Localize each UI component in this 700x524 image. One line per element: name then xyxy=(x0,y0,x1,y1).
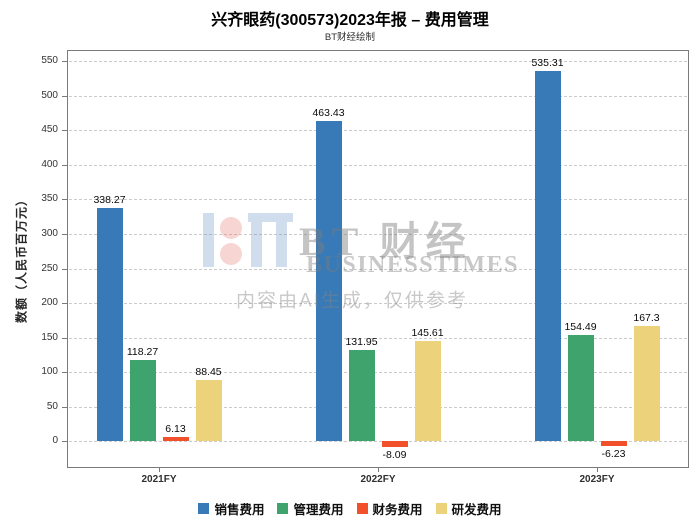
legend-item-管理费用: 管理费用 xyxy=(277,499,344,518)
plot-area xyxy=(67,50,689,468)
gridline-550 xyxy=(69,61,687,63)
y-tick-mark-300 xyxy=(62,233,67,235)
bar-value-管理费用-2021FY: 118.27 xyxy=(126,345,159,358)
x-tick-label-2021FY: 2021FY xyxy=(141,474,177,485)
bar-value-销售费用-2021FY: 338.27 xyxy=(93,193,126,206)
x-tick-mark-2021FY xyxy=(159,468,160,472)
y-tick-mark-150 xyxy=(62,337,67,339)
gridline-150 xyxy=(69,337,687,339)
y-tick-label-100: 100 xyxy=(41,366,58,378)
gridline-500 xyxy=(69,95,687,97)
x-tick-mark-2023FY xyxy=(597,468,598,472)
y-tick-mark-0 xyxy=(62,441,67,443)
y-tick-label-550: 550 xyxy=(41,55,58,67)
y-tick-label-450: 450 xyxy=(41,124,58,136)
y-tick-mark-350 xyxy=(62,199,67,201)
bar-value-财务费用-2023FY: -6.23 xyxy=(601,447,626,460)
y-tick-label-500: 500 xyxy=(41,89,58,101)
chart-title: 兴齐眼药(300573)2023年报 – 费用管理 xyxy=(211,12,489,29)
bar-财务费用-2023FY xyxy=(600,441,627,446)
x-tick-label-2023FY: 2023FY xyxy=(579,474,615,485)
y-tick-label-350: 350 xyxy=(41,193,58,205)
y-tick-mark-500 xyxy=(62,95,67,97)
bar-管理费用-2021FY xyxy=(129,359,156,442)
legend-item-销售费用: 销售费用 xyxy=(198,499,264,518)
legend-item-财务费用: 财务费用 xyxy=(356,499,423,518)
legend-item-研发费用: 研发费用 xyxy=(435,499,502,518)
chart-subtitle: BT财经绘制 xyxy=(324,32,376,43)
y-tick-mark-100 xyxy=(62,372,67,374)
bar-研发费用-2023FY xyxy=(633,325,660,442)
gridline-50 xyxy=(69,406,687,408)
bar-销售费用-2022FY xyxy=(315,120,342,442)
bar-研发费用-2022FY xyxy=(414,340,441,442)
bar-value-销售费用-2023FY: 535.31 xyxy=(531,57,564,70)
legend-swatch-icon xyxy=(435,503,447,514)
y-tick-label-400: 400 xyxy=(41,158,58,170)
x-tick-mark-2022FY xyxy=(378,468,379,472)
gridline-300 xyxy=(69,233,687,235)
y-tick-mark-50 xyxy=(62,406,67,408)
x-tick-label-2022FY: 2022FY xyxy=(360,474,396,485)
y-tick-label-300: 300 xyxy=(41,227,58,239)
bar-value-管理费用-2023FY: 154.49 xyxy=(564,320,597,333)
bar-管理费用-2022FY xyxy=(348,350,375,442)
gridline-350 xyxy=(69,199,687,201)
bar-value-销售费用-2022FY: 463.43 xyxy=(312,106,345,119)
bar-财务费用-2022FY xyxy=(381,441,408,447)
bar-销售费用-2023FY xyxy=(534,71,561,442)
bar-value-研发费用-2023FY: 167.3 xyxy=(633,311,660,324)
bar-value-财务费用-2022FY: -8.09 xyxy=(382,449,407,461)
y-tick-label-250: 250 xyxy=(41,262,58,274)
y-tick-label-50: 50 xyxy=(46,400,58,412)
legend-swatch-icon xyxy=(277,503,289,514)
bar-value-财务费用-2021FY: 6.13 xyxy=(165,423,186,436)
bar-value-研发费用-2022FY: 145.61 xyxy=(411,326,444,339)
y-tick-mark-250 xyxy=(62,268,67,270)
gridline-100 xyxy=(69,372,687,374)
bar-value-管理费用-2022FY: 131.95 xyxy=(345,336,378,349)
y-tick-label-0: 0 xyxy=(52,435,58,447)
gridline-250 xyxy=(69,268,687,270)
legend-label: 财务费用 xyxy=(372,503,423,517)
y-tick-mark-550 xyxy=(62,61,67,63)
y-tick-label-150: 150 xyxy=(41,331,58,343)
y-tick-mark-200 xyxy=(62,303,67,305)
gridline-200 xyxy=(69,303,687,305)
bar-value-研发费用-2021FY: 88.45 xyxy=(195,366,222,379)
chart-legend: 销售费用 管理费用 财务费用 研发费用 xyxy=(0,499,700,518)
gridline-400 xyxy=(69,164,687,166)
legend-swatch-icon xyxy=(356,503,368,514)
legend-label: 管理费用 xyxy=(293,503,344,517)
legend-swatch-icon xyxy=(198,503,210,514)
gridline-450 xyxy=(69,130,687,132)
gridline-0 xyxy=(69,441,687,443)
y-tick-mark-400 xyxy=(62,164,67,166)
bar-研发费用-2021FY xyxy=(195,380,222,442)
y-tick-label-200: 200 xyxy=(41,297,58,309)
bar-财务费用-2021FY xyxy=(162,437,189,442)
legend-label: 销售费用 xyxy=(214,503,265,517)
bar-销售费用-2021FY xyxy=(96,207,123,442)
bar-管理费用-2023FY xyxy=(567,334,594,442)
y-tick-mark-450 xyxy=(62,130,67,132)
legend-label: 研发费用 xyxy=(451,503,502,517)
